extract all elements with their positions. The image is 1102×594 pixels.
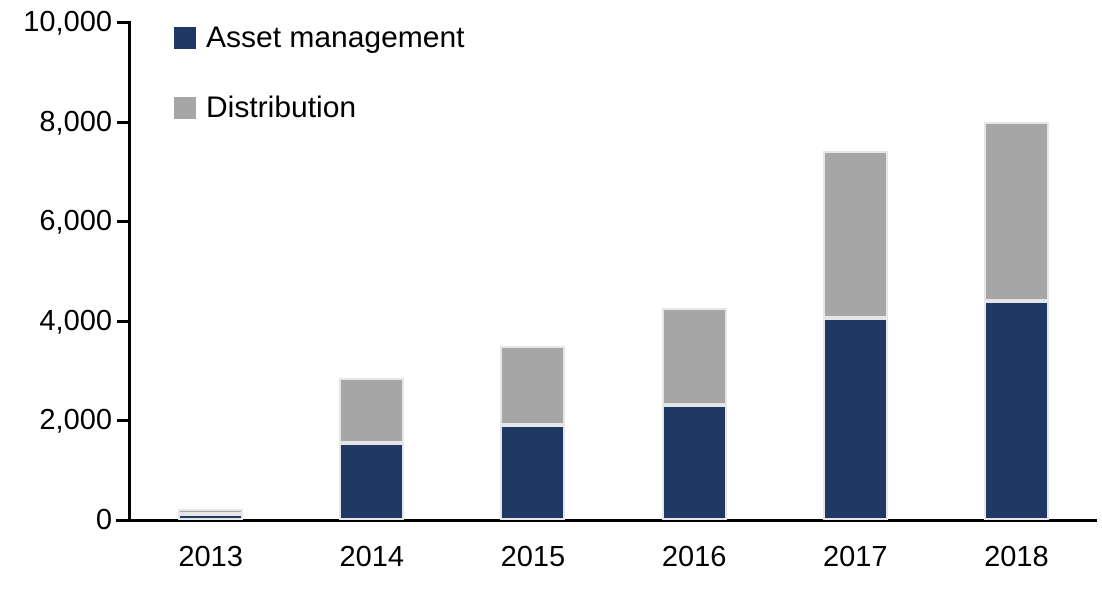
bar-segment-distribution-2014 xyxy=(339,378,405,443)
y-axis-line xyxy=(128,21,131,521)
y-axis-tick-label: 10,000 xyxy=(23,6,112,38)
x-axis-label-2014: 2014 xyxy=(339,541,404,573)
legend: Asset management Distribution xyxy=(174,21,465,164)
y-axis-tick-label: 0 xyxy=(95,504,112,536)
y-axis-tick xyxy=(117,419,130,423)
y-axis-tick xyxy=(117,319,130,323)
y-axis-tick xyxy=(117,220,130,224)
legend-label-asset-management: Asset management xyxy=(206,21,465,54)
x-axis-label-2016: 2016 xyxy=(661,541,727,573)
y-axis-tick-label: 2,000 xyxy=(39,404,112,437)
y-axis-tick xyxy=(117,21,130,24)
bar-segment-asset-management-2017 xyxy=(822,318,888,520)
bar-segment-distribution-2017 xyxy=(822,151,888,319)
y-axis-tick-label: 6,000 xyxy=(39,205,112,238)
y-axis-tick-label: 8,000 xyxy=(39,105,112,138)
bar-segment-asset-management-2018 xyxy=(983,300,1049,520)
legend-swatch-asset-management xyxy=(174,27,196,49)
bar-segment-asset-management-2015 xyxy=(500,425,566,520)
legend-entry-asset-management: Asset management xyxy=(174,21,465,54)
bar-segment-distribution-2018 xyxy=(983,121,1049,301)
legend-swatch-distribution xyxy=(174,97,196,119)
bar-segment-distribution-2015 xyxy=(500,345,566,426)
y-axis-tick xyxy=(117,519,130,522)
bar-segment-asset-management-2013 xyxy=(178,514,244,520)
x-axis-label-2015: 2015 xyxy=(500,541,566,573)
x-axis-label-2017: 2017 xyxy=(822,541,888,573)
x-axis-label-2013: 2013 xyxy=(178,541,243,573)
bar-segment-asset-management-2016 xyxy=(661,405,727,520)
bar-segment-asset-management-2014 xyxy=(339,442,405,520)
bar-segment-distribution-2013 xyxy=(178,509,244,514)
y-axis-tick xyxy=(117,120,130,124)
y-axis-tick-label: 4,000 xyxy=(39,304,112,337)
legend-entry-distribution: Distribution xyxy=(174,91,464,124)
x-axis-label-2018: 2018 xyxy=(984,541,1049,573)
legend-label-distribution: Distribution xyxy=(206,91,357,124)
bar-segment-distribution-2016 xyxy=(661,308,727,406)
x-axis-line xyxy=(116,519,1097,522)
